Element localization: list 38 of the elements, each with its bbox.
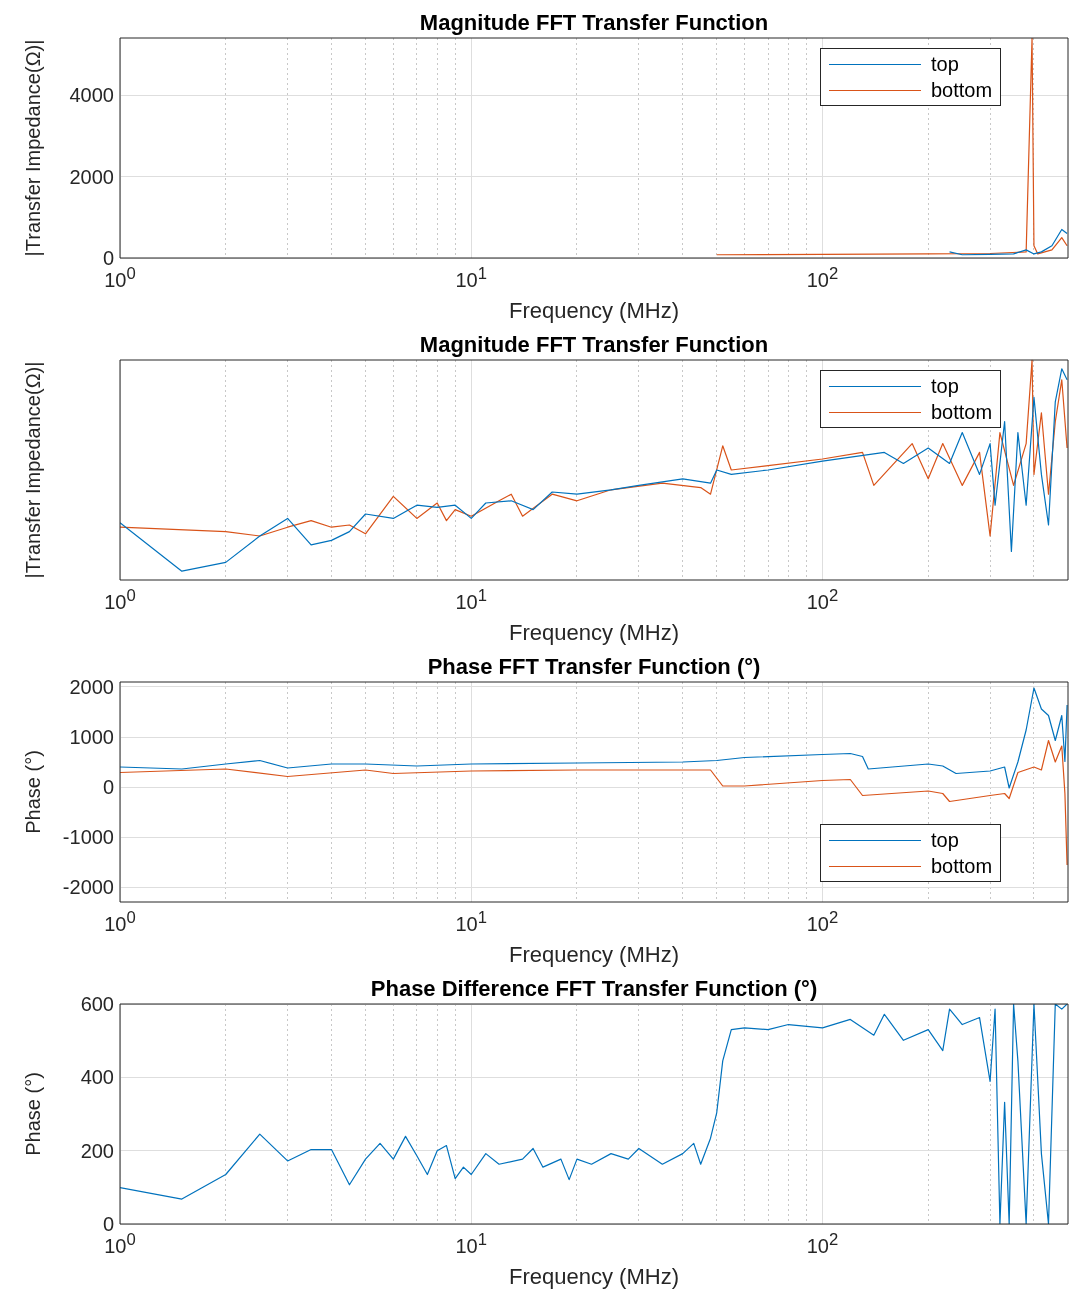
chart-title: Magnitude FFT Transfer Function bbox=[419, 332, 769, 358]
x-tick-label: 10$^{2}$ bbox=[806, 1230, 839, 1258]
x-tick-label: 10$^{1}$ bbox=[455, 1230, 487, 1258]
y-tick-label: 600 bbox=[80, 992, 114, 1016]
y-tick-label: -1000 bbox=[62, 825, 114, 849]
y-tick-label: 0 bbox=[102, 775, 114, 799]
legend-label: top bbox=[931, 52, 959, 77]
y-tick-label: 1000 bbox=[69, 725, 114, 749]
x-axis-title: Frequency (MHz) bbox=[509, 942, 679, 968]
chart-title: Phase FFT Transfer Function (°) bbox=[427, 654, 761, 680]
x-tick-label: 10$^{0}$ bbox=[104, 908, 136, 936]
chart-title: Magnitude FFT Transfer Function bbox=[419, 10, 769, 36]
y-axis-title: Phase (°) bbox=[22, 750, 45, 834]
x-tick-label: 10$^{2}$ bbox=[806, 264, 839, 292]
y-tick-label: 2000 bbox=[69, 675, 114, 699]
y-tick-label: -2000 bbox=[62, 875, 114, 899]
y-tick-label: 4000 bbox=[69, 83, 114, 107]
legend-label: bottom bbox=[931, 400, 993, 425]
legend-label: top bbox=[931, 374, 959, 399]
x-tick-label: 10$^{1}$ bbox=[455, 264, 487, 292]
x-axis-title: Frequency (MHz) bbox=[509, 1264, 679, 1290]
y-tick-label: 400 bbox=[80, 1065, 114, 1089]
chart-title: Phase Difference FFT Transfer Function (°) bbox=[370, 976, 818, 1002]
x-tick-label: 10$^{2}$ bbox=[806, 586, 839, 614]
legend-label: bottom bbox=[931, 854, 993, 879]
legend-label: bottom bbox=[931, 78, 993, 103]
x-tick-label: 10$^{1}$ bbox=[455, 908, 487, 936]
x-tick-label: 10$^{1}$ bbox=[455, 586, 487, 614]
y-tick-label: 2000 bbox=[69, 165, 114, 189]
y-axis-title: Phase (°) bbox=[22, 1072, 45, 1156]
x-tick-label: 10$^{2}$ bbox=[806, 908, 839, 936]
y-axis-title: |Transfer Impedance(Ω)| bbox=[22, 39, 45, 257]
y-axis-title: |Transfer Impedance(Ω)| bbox=[22, 361, 45, 579]
legend-label: top bbox=[931, 828, 959, 853]
x-axis-title: Frequency (MHz) bbox=[509, 298, 679, 324]
x-tick-label: 10$^{0}$ bbox=[104, 586, 136, 614]
y-tick-label: 200 bbox=[80, 1139, 114, 1163]
x-axis-title: Frequency (MHz) bbox=[509, 620, 679, 646]
